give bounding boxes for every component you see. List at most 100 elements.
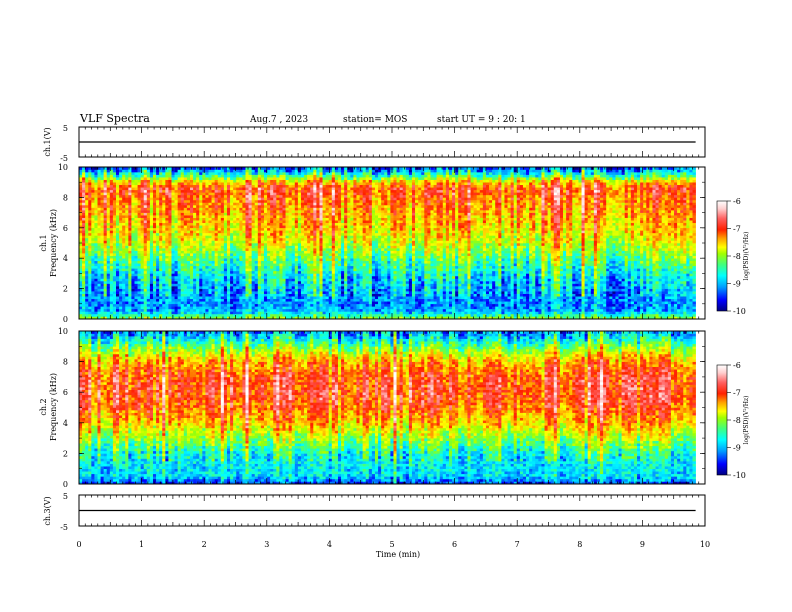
spectrogram-cell (270, 174, 274, 178)
spectrogram-cell (239, 172, 243, 175)
spectrogram-cell (171, 192, 175, 196)
spectrogram-cell (291, 182, 296, 186)
spectrogram-cell (205, 283, 209, 287)
spectrogram-cell (82, 258, 86, 262)
spectrogram-cell (245, 192, 249, 196)
spectrogram-cell (248, 268, 252, 272)
spectrogram-cell (313, 313, 317, 317)
spectrogram-cell (310, 270, 314, 274)
spectrogram-cell (270, 268, 274, 272)
spectrogram-cell (180, 255, 185, 259)
spectrogram-cell (270, 263, 274, 267)
spectrogram-cell (125, 306, 129, 310)
spectrogram-cell (322, 265, 326, 269)
spectrogram-cell (214, 199, 219, 203)
spectrogram-cell (183, 215, 188, 218)
spectrogram-cell (233, 255, 237, 259)
spectrogram-cell (156, 220, 160, 224)
spectrogram-cell (211, 288, 215, 292)
spectrogram-cell (313, 278, 317, 282)
spectrogram-cell (248, 260, 252, 264)
spectrogram-cell (263, 174, 268, 178)
spectrogram-cell (307, 265, 311, 269)
spectrogram-cell (125, 298, 129, 302)
spectrogram-cell (211, 313, 215, 317)
spectrogram-cell (276, 220, 280, 224)
spectrogram-cell (146, 313, 151, 317)
spectrogram-cell (106, 167, 111, 170)
spectrogram-cell (131, 308, 135, 312)
spectrogram-cell (226, 258, 231, 262)
spectrogram-cell (211, 298, 215, 302)
spectrogram-cell (97, 207, 101, 211)
spectrogram-cell (223, 316, 228, 320)
spectrogram-cell (297, 275, 302, 279)
spectrogram-cell (149, 207, 154, 211)
spectrogram-cell (112, 298, 117, 302)
spectrogram-cell (137, 258, 141, 262)
spectrogram-cell (183, 253, 188, 256)
spectrogram-cell (233, 293, 237, 297)
spectrogram-cell (226, 248, 231, 251)
spectrogram-cell (288, 199, 293, 203)
spectrogram-cell (199, 278, 203, 282)
spectrogram-cell (217, 172, 222, 175)
spectrogram-cell (134, 182, 138, 186)
spectrogram-cell (233, 194, 237, 198)
spectrogram-cell (186, 258, 191, 262)
spectrogram-cell (196, 308, 200, 312)
spectrogram-cell (316, 235, 320, 239)
spectrogram-cell (267, 189, 271, 193)
spectrogram-cell (294, 240, 299, 244)
spectrogram-cell (193, 177, 197, 180)
spectrogram-cell (109, 243, 114, 246)
spectrogram-cell (217, 270, 222, 274)
spectrogram-cell (257, 306, 262, 310)
spectrogram-cell (310, 167, 314, 170)
spectrogram-cell (116, 248, 120, 251)
spectrogram-cell (285, 296, 289, 300)
spectrogram-cell (223, 197, 228, 201)
spectrogram-cell (319, 207, 323, 211)
spectrogram-cell (88, 212, 92, 216)
spectrogram-cell (128, 263, 132, 267)
spectrogram-cell (131, 222, 135, 226)
spectrogram-cell (285, 215, 289, 218)
spectrogram-cell (199, 227, 203, 231)
spectrogram-cell (82, 275, 86, 279)
spectrogram-cell (94, 268, 98, 272)
spectrogram-cell (146, 298, 151, 302)
spectrogram-cell (270, 286, 274, 289)
spectrogram-cell (300, 230, 305, 234)
spectrogram-cell (137, 281, 141, 284)
spectrogram-cell (239, 240, 243, 244)
spectrogram-cell (122, 194, 126, 198)
spectrogram-cell (171, 296, 175, 300)
spectrogram-cell (254, 268, 259, 272)
spectrogram-cell (248, 174, 252, 178)
spectrogram-cell (100, 227, 104, 231)
spectrogram-cell (273, 197, 277, 201)
spectrogram-cell (260, 303, 265, 307)
spectrogram-cell (91, 240, 95, 244)
spectrogram-cell (174, 194, 178, 198)
spectrogram-cell (217, 217, 222, 221)
spectrogram-cell (217, 260, 222, 264)
spectrogram-cell (186, 301, 191, 305)
spectrogram-cell (294, 237, 299, 241)
spectrogram-cell (288, 169, 293, 173)
spectrogram-cell (103, 250, 108, 254)
spectrogram-cell (297, 311, 302, 315)
spectrogram-cell (304, 217, 308, 221)
spectrogram-cell (205, 248, 209, 251)
spectrogram-cell (260, 205, 265, 208)
spectrogram-cell (208, 205, 212, 208)
spectrogram-cell (294, 220, 299, 224)
spectrogram-cell (196, 220, 200, 224)
spectrogram-cell (257, 301, 262, 305)
spectrogram-cell (248, 298, 252, 302)
spectrogram-cell (294, 245, 299, 249)
spectrogram-cell (177, 245, 182, 249)
spectrogram-cell (260, 270, 265, 274)
spectrogram-cell (119, 316, 123, 320)
